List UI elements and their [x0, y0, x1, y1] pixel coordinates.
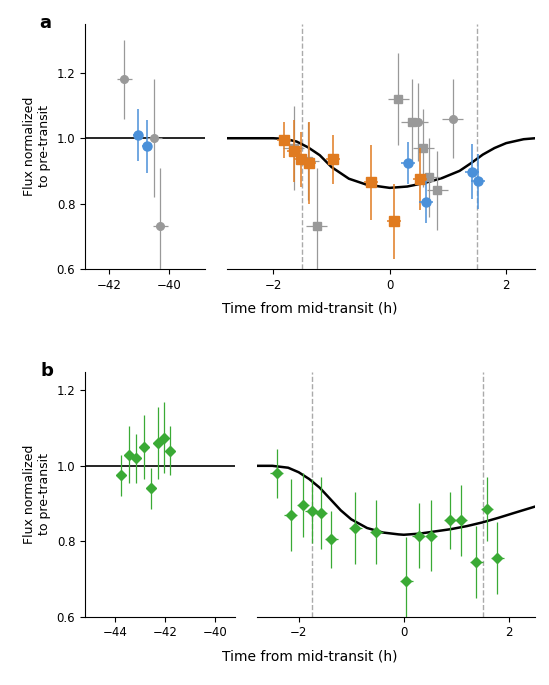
Text: b: b	[40, 362, 53, 380]
Y-axis label: Flux normalized
to pre-transit: Flux normalized to pre-transit	[23, 445, 51, 544]
Text: Time from mid-transit (h): Time from mid-transit (h)	[222, 649, 398, 663]
Y-axis label: Flux normalized
to pre-transit: Flux normalized to pre-transit	[23, 97, 51, 196]
Text: Time from mid-transit (h): Time from mid-transit (h)	[222, 301, 398, 316]
Text: a: a	[40, 14, 52, 32]
